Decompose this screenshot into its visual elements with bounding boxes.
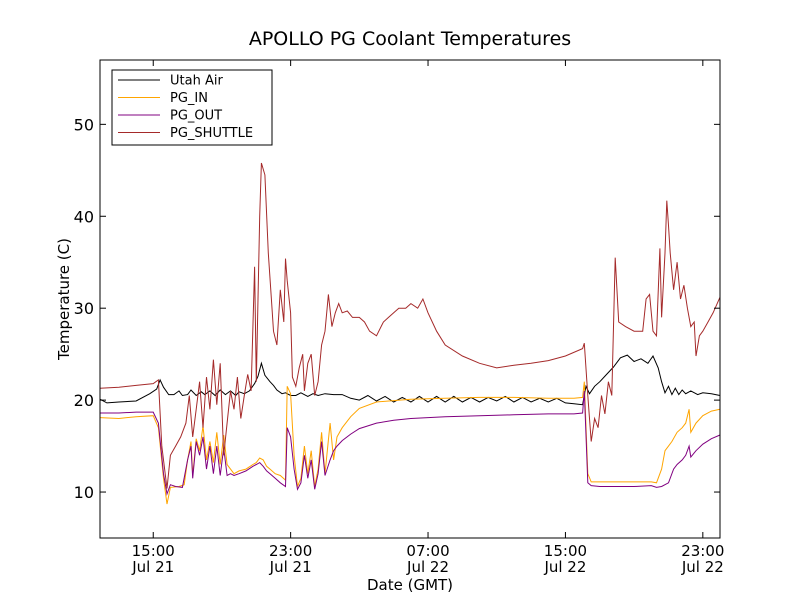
series-line-pg-shuttle	[99, 162, 721, 489]
legend-label: PG_SHUTTLE	[170, 126, 253, 141]
plot-lines	[99, 162, 721, 505]
y-tick-label: 10	[74, 483, 94, 502]
x-tick-label-time: 15:00	[132, 542, 175, 560]
x-tick-label-date: Jul 22	[543, 558, 586, 576]
series-line-pg-in	[99, 381, 721, 505]
x-tick-label-time: 15:00	[544, 542, 587, 560]
y-tick-label: 50	[74, 115, 94, 134]
legend-label: Utah Air	[170, 74, 223, 89]
legend-label: PG_OUT	[170, 109, 222, 124]
x-tick-label-time: 07:00	[406, 542, 449, 560]
x-tick-label-date: Jul 21	[131, 558, 174, 576]
x-tick-label-date: Jul 21	[269, 558, 312, 576]
y-tick-label: 20	[74, 391, 94, 410]
x-tick-label-time: 23:00	[269, 542, 312, 560]
plot-frame	[99, 59, 721, 539]
x-tick-label-date: Jul 22	[681, 558, 724, 576]
x-tick-label-date: Jul 22	[406, 558, 449, 576]
legend: Utah Air PG_IN PG_OUT PG_SHUTTLE	[111, 69, 273, 146]
y-axis-label: Temperature (C)	[55, 238, 73, 361]
legend-label: PG_IN	[170, 91, 208, 106]
x-axis-label: Date (GMT)	[367, 576, 453, 594]
y-tick-label: 30	[74, 299, 94, 318]
chart-title: APOLLO PG Coolant Temperatures	[249, 28, 571, 50]
y-tick-label: 40	[74, 207, 94, 226]
series-line-pg-out	[100, 390, 721, 496]
x-tick-label-time: 23:00	[681, 542, 724, 560]
